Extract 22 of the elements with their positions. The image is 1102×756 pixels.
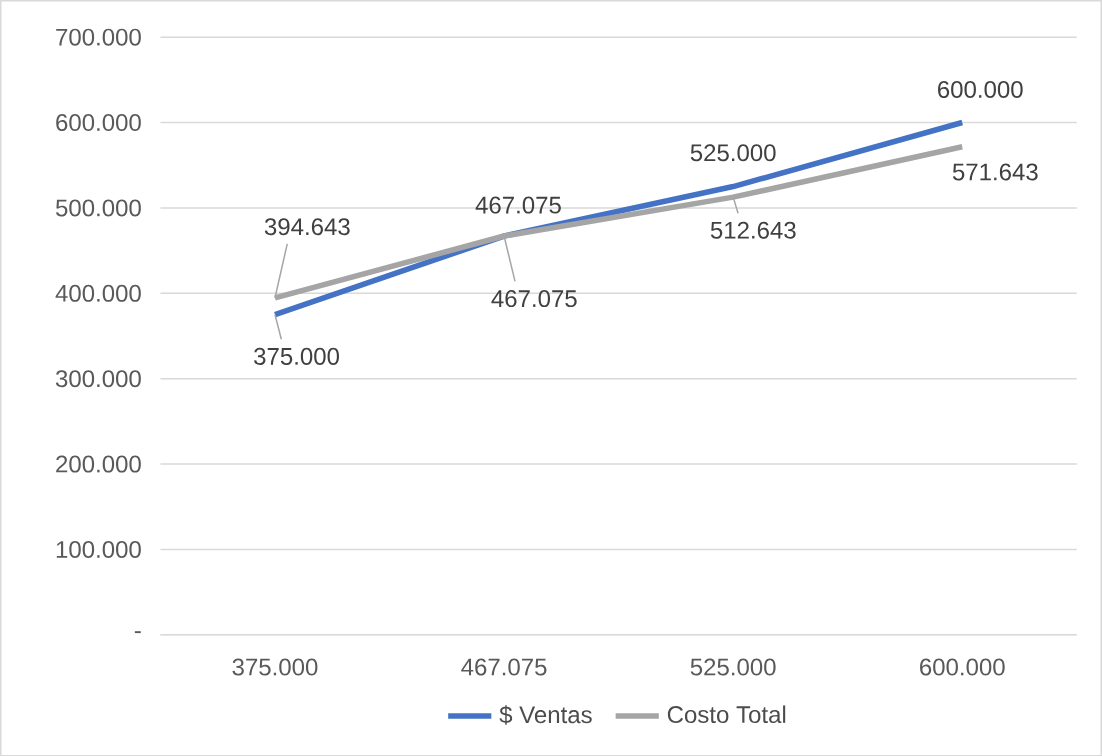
data-label: 512.643 — [710, 221, 796, 239]
data-label: 571.643 — [952, 163, 1038, 181]
legend-label: Costo Total — [667, 705, 786, 723]
data-label: 467.075 — [491, 289, 577, 307]
x-tick-label: 375.000 — [232, 658, 318, 676]
x-tick-label: 467.075 — [461, 658, 547, 676]
y-tick-label: 200.000 — [56, 455, 141, 473]
x-tick-label: 525.000 — [690, 658, 776, 676]
legend-label: $ Ventas — [499, 705, 592, 725]
y-tick-label: - — [134, 630, 141, 633]
y-tick-label: 700.000 — [56, 28, 141, 46]
x-tick-label: 600.000 — [920, 658, 1005, 676]
y-tick-label: 400.000 — [55, 284, 141, 302]
data-label: 600.000 — [938, 80, 1023, 98]
y-tick-label: 300.000 — [55, 369, 141, 387]
data-label: 525.000 — [690, 144, 776, 162]
data-label: 467.075 — [475, 196, 561, 214]
y-tick-label: 500.000 — [55, 199, 141, 217]
data-label: 394.643 — [264, 217, 350, 235]
y-tick-label: 100.000 — [56, 540, 141, 558]
y-tick-label: 600.000 — [56, 113, 141, 131]
data-label: 375.000 — [254, 347, 339, 365]
